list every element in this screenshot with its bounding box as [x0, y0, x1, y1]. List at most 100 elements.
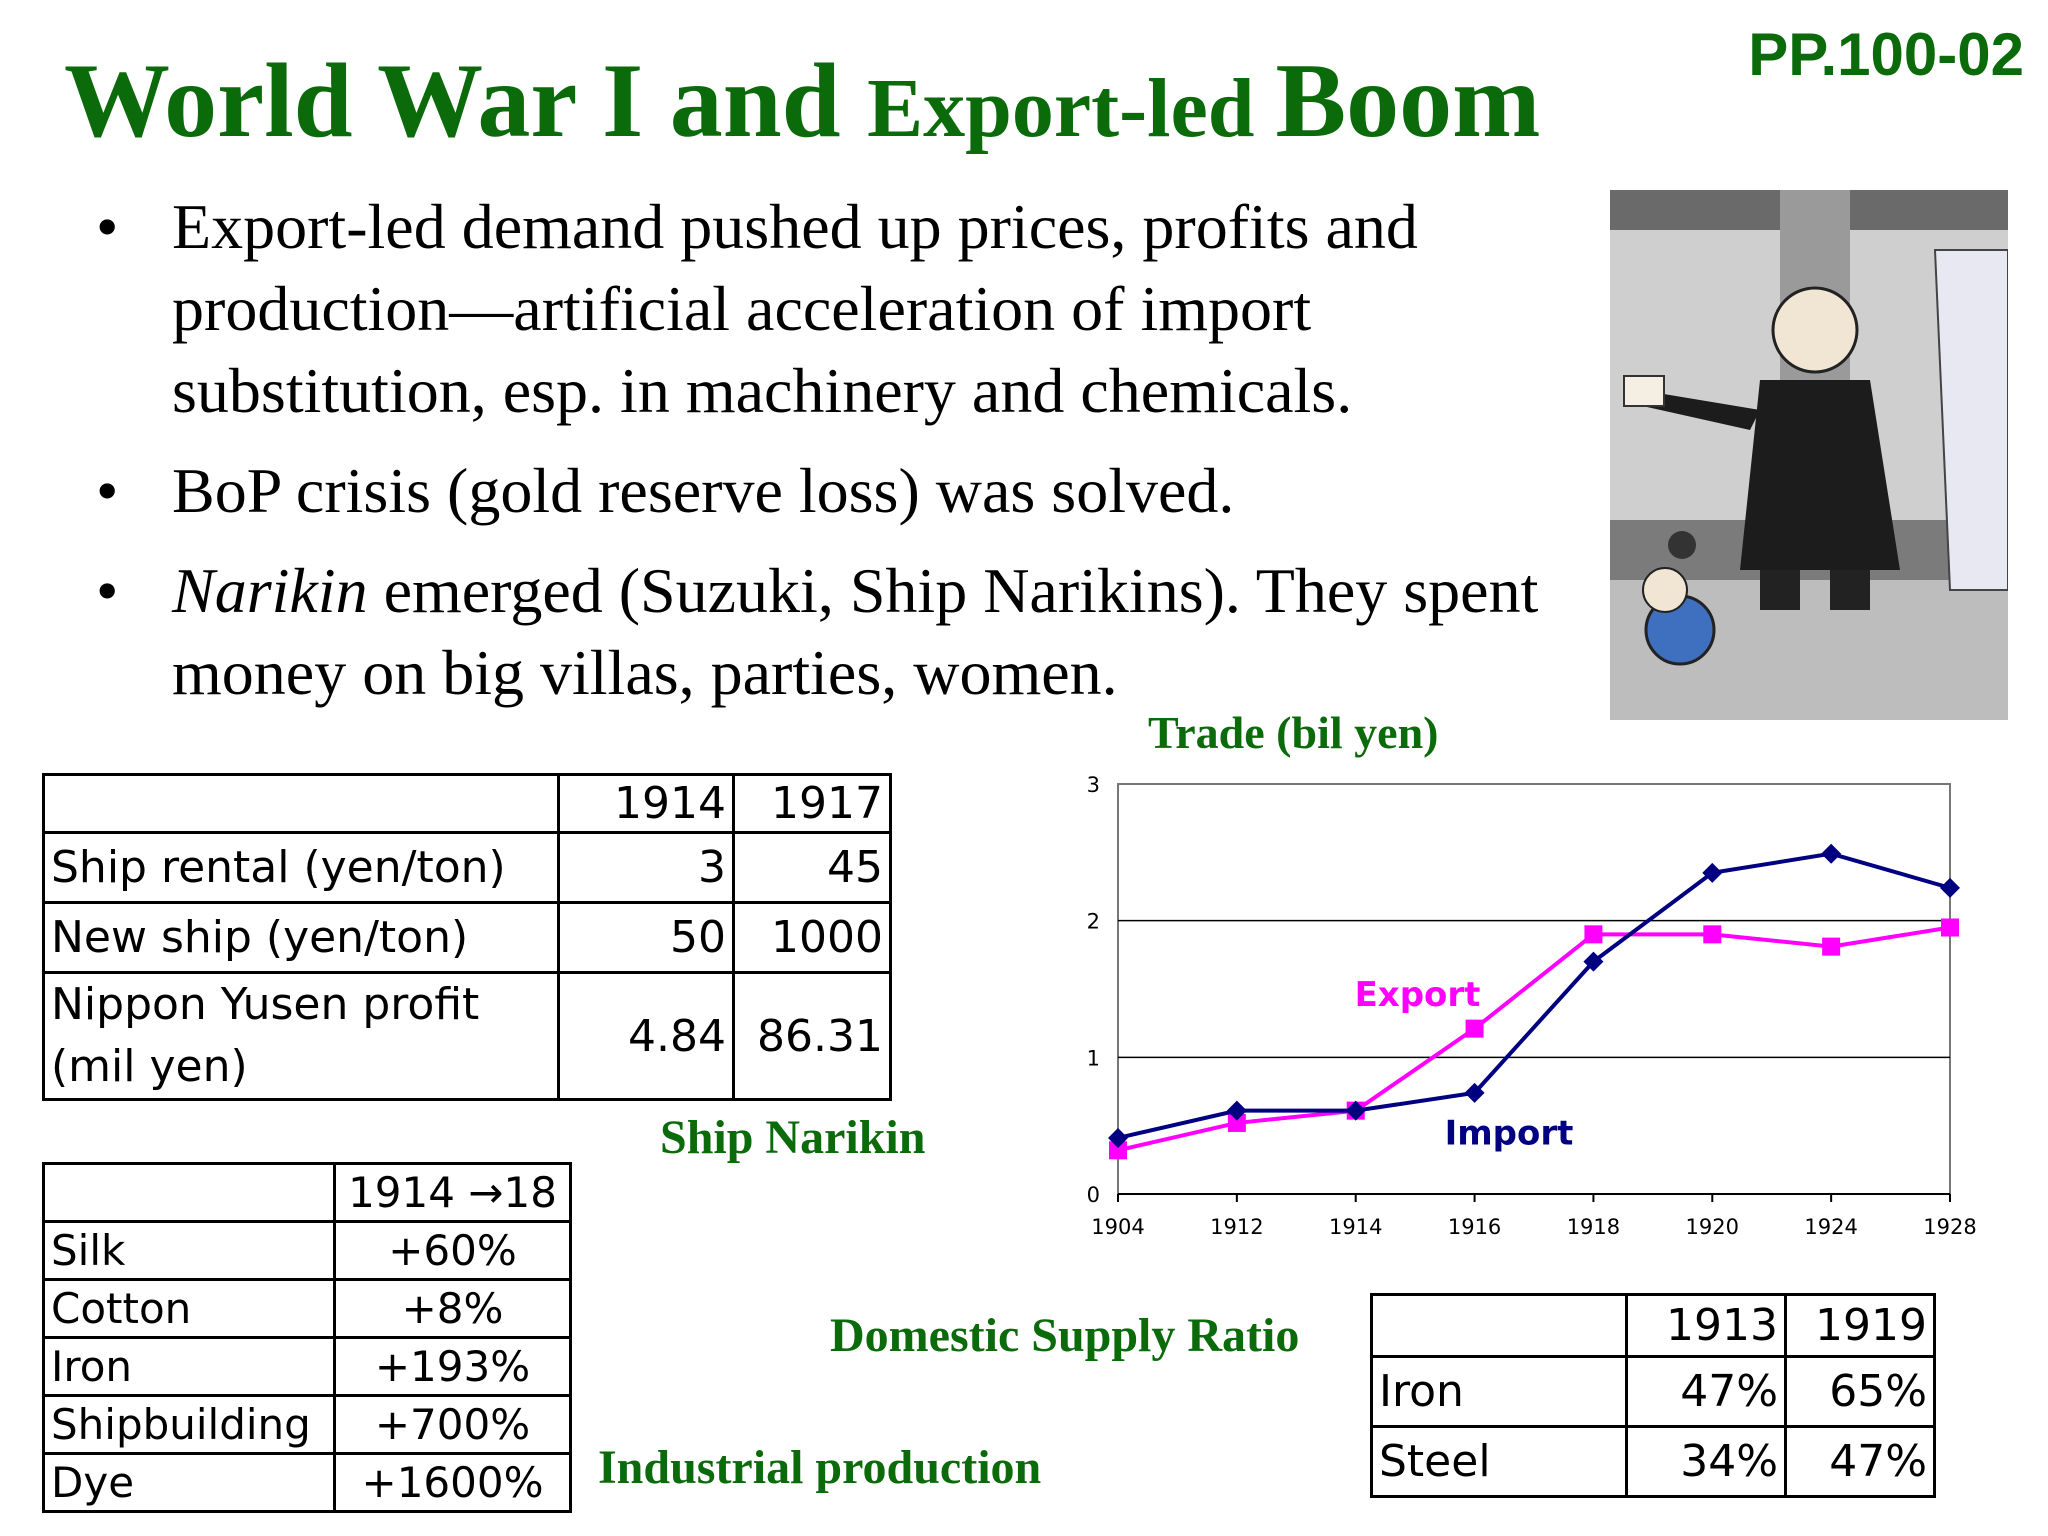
import-data-point — [1345, 1100, 1366, 1121]
table-header-cell: 1914 →18 — [333, 1162, 572, 1223]
x-tick-label: 1920 — [1686, 1215, 1739, 1239]
bullet-item: • BoP crisis (gold reserve loss) was solv… — [96, 450, 1586, 532]
y-tick-label: 1 — [1087, 1046, 1100, 1070]
table-row-label: Nippon Yusen profit (mil yen) — [42, 971, 560, 1101]
bullet-text: BoP crisis (gold reserve loss) was solve… — [172, 455, 1235, 526]
table-cell: 1000 — [732, 901, 892, 974]
table-header-cell: 1919 — [1784, 1293, 1936, 1358]
trade-chart: 0 1 2 3 1904 1912 1914 1916 1918 1920 1924 1928 Expo… — [1087, 773, 1977, 1239]
table-row: Silk +60% — [42, 1220, 572, 1281]
table-cell: +700% — [333, 1394, 572, 1455]
table-row: Nippon Yusen profit (mil yen) 4.84 86.31 — [42, 971, 892, 1101]
bullet-emphasis: Narikin — [172, 555, 368, 626]
table-row-label: Steel — [1370, 1425, 1628, 1498]
table-cell: 86.31 — [732, 971, 892, 1101]
x-tick-label: 1914 — [1329, 1215, 1382, 1239]
table-row: 1914 1917 — [42, 773, 892, 834]
title-part-3: Boom — [1275, 42, 1541, 159]
table-cell: +193% — [333, 1336, 572, 1397]
table-cell: 47% — [1784, 1425, 1936, 1498]
table-cell: +60% — [333, 1220, 572, 1281]
table-cell — [42, 1162, 336, 1223]
table-cell — [42, 773, 560, 834]
table-row-label: Silk — [42, 1220, 336, 1281]
table-row-label: Iron — [1370, 1355, 1628, 1428]
table-header-cell: 1917 — [732, 773, 892, 834]
table-row: Iron 47% 65% — [1370, 1355, 1936, 1428]
table-row: Cotton +8% — [42, 1278, 572, 1339]
bullet-dot: • — [96, 191, 119, 262]
bullet-dot: • — [96, 555, 119, 626]
table-row: Iron +193% — [42, 1336, 572, 1397]
export-data-point — [1822, 937, 1841, 956]
x-tick-label: 1904 — [1091, 1215, 1144, 1239]
table-row: Steel 34% 47% — [1370, 1425, 1936, 1498]
export-series-label: Export — [1355, 975, 1481, 1015]
table-header-cell: 1913 — [1625, 1293, 1787, 1358]
table-cell: 3 — [557, 831, 735, 904]
bullet-dot: • — [96, 455, 119, 526]
x-tick-label: 1916 — [1448, 1215, 1501, 1239]
table-row-label: New ship (yen/ton) — [42, 901, 560, 974]
table-row: Ship rental (yen/ton) 3 45 — [42, 831, 892, 904]
import-data-point — [1940, 877, 1960, 898]
import-data-point — [1702, 862, 1723, 883]
industrial-production-caption: Industrial production — [598, 1441, 1042, 1494]
x-tick-label: 1924 — [1804, 1215, 1857, 1239]
table-row: 1914 →18 — [42, 1162, 572, 1223]
table-cell: +8% — [333, 1278, 572, 1339]
table-row: Shipbuilding +700% — [42, 1394, 572, 1455]
table-cell: 4.84 — [557, 971, 735, 1101]
export-data-point — [1465, 1019, 1484, 1038]
table-row-label: Cotton — [42, 1278, 336, 1339]
table-row-label: Dye — [42, 1452, 336, 1513]
export-data-point — [1703, 925, 1722, 944]
ship-narikin-caption: Ship Narikin — [660, 1111, 926, 1164]
y-tick-label: 3 — [1087, 773, 1100, 797]
table-row: New ship (yen/ton) 50 1000 — [42, 901, 892, 974]
table-header-cell: 1914 — [557, 773, 735, 834]
import-data-point — [1821, 843, 1842, 864]
table-cell: 50 — [557, 901, 735, 974]
table-cell: +1600% — [333, 1452, 572, 1513]
export-data-point — [1941, 918, 1959, 937]
table-row: Dye +1600% — [42, 1452, 572, 1513]
import-data-point — [1583, 951, 1604, 972]
bullet-text: Export-led demand pushed up prices, prof… — [172, 191, 1418, 426]
import-series-label: Import — [1445, 1114, 1574, 1154]
import-data-point — [1226, 1100, 1247, 1121]
table-row-label: Ship rental (yen/ton) — [42, 831, 560, 904]
cartoon-drawing — [1610, 190, 2008, 720]
y-tick-label: 2 — [1087, 910, 1100, 934]
export-data-point — [1227, 1113, 1246, 1132]
export-data-point — [1584, 925, 1603, 944]
x-tick-label: 1912 — [1210, 1215, 1263, 1239]
export-data-point — [1109, 1141, 1127, 1160]
x-tick-label: 1928 — [1923, 1215, 1976, 1239]
export-series-line — [1117, 925, 1951, 1153]
import-data-point — [1464, 1082, 1485, 1103]
table-cell: 45 — [732, 831, 892, 904]
domestic-supply-caption: Domestic Supply Ratio — [830, 1309, 1300, 1362]
import-data-point — [1108, 1127, 1128, 1148]
table-cell: 34% — [1625, 1425, 1787, 1498]
bullet-item: • Export-led demand pushed up prices, pro… — [96, 186, 1586, 432]
import-series-line — [1117, 851, 1951, 1140]
bullet-item: • Narikin emerged (Suzuki, Ship Narikins)… — [96, 550, 1586, 714]
table-row-label: Shipbuilding — [42, 1394, 336, 1455]
bullet-text: emerged (Suzuki, Ship Narikins). They sp… — [172, 555, 1539, 708]
ship-table: 1914 1917 Ship rental (yen/ton) 3 45 New… — [42, 773, 892, 1101]
industrial-production-table: 1914 →18 Silk +60% Cotton +8% Iron +193%… — [42, 1162, 572, 1513]
title-part-2: Export-led — [867, 62, 1276, 155]
bullet-list: • Export-led demand pushed up prices, pro… — [96, 186, 1586, 732]
title-part-1: World War I and — [64, 42, 868, 159]
cartoon-illustration — [1610, 190, 2008, 720]
table-cell: 47% — [1625, 1355, 1787, 1428]
y-tick-label: 0 — [1087, 1183, 1100, 1207]
table-row-label: Iron — [42, 1336, 336, 1397]
page-title: World War I and Export-led Boom — [64, 40, 1540, 162]
table-cell — [1370, 1293, 1628, 1358]
page-code: PP.100-02 — [1748, 21, 2024, 88]
x-tick-label: 1918 — [1567, 1215, 1620, 1239]
chart-title: Trade (bil yen) — [1148, 707, 1439, 758]
